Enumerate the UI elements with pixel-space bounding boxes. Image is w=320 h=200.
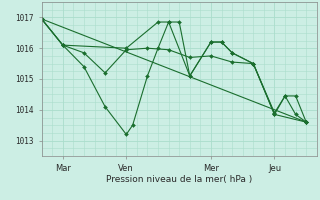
X-axis label: Pression niveau de la mer( hPa ): Pression niveau de la mer( hPa ) — [106, 175, 252, 184]
